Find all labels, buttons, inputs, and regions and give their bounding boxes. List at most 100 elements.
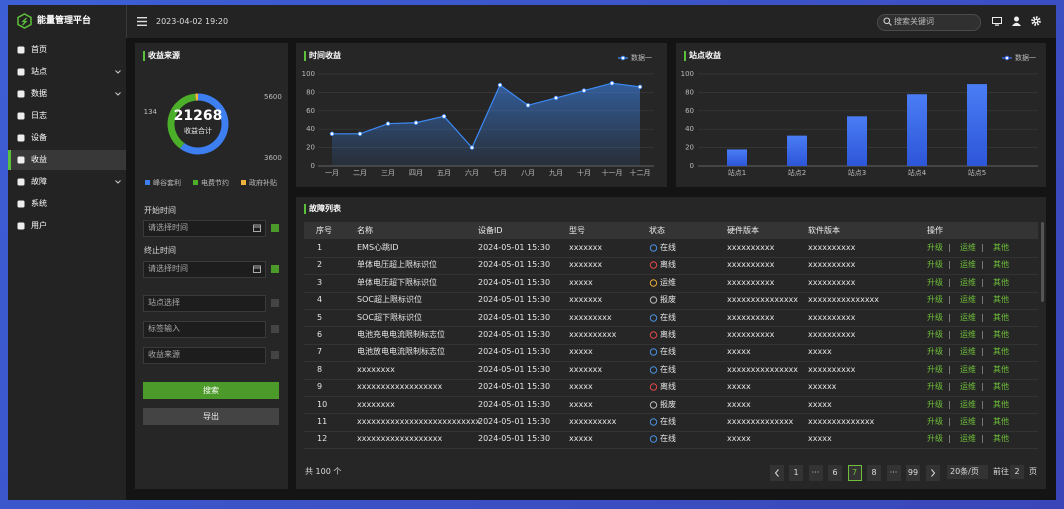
action-link[interactable]: 运维 <box>960 277 976 287</box>
table-cell: 2 <box>317 260 323 270</box>
legend-label: 电费节约 <box>201 178 229 187</box>
table-cell: 报废 <box>660 399 676 409</box>
next-page[interactable] <box>925 465 940 481</box>
checkbox[interactable] <box>271 299 279 307</box>
nav-item[interactable]: 故障 <box>31 177 47 186</box>
page-size-select[interactable]: 20条/页 <box>947 465 988 479</box>
action-link[interactable]: 升级 <box>927 260 943 270</box>
table-cell: 离线 <box>660 330 676 339</box>
action-link[interactable]: 运维 <box>960 243 976 252</box>
checkbox-checked[interactable] <box>271 265 279 273</box>
action-link[interactable]: 升级 <box>927 382 943 392</box>
select[interactable] <box>143 321 266 338</box>
action-link[interactable]: 升级 <box>927 364 943 374</box>
table-cell: 在线 <box>660 434 676 444</box>
table-cell: xxxxxxxxxxxxxxxxxx <box>357 434 443 444</box>
action-link[interactable]: 其他 <box>993 260 1009 270</box>
page-button[interactable]: ··· <box>808 465 823 481</box>
nav-item[interactable]: 收益 <box>31 155 47 164</box>
page-button[interactable]: ··· <box>886 465 901 481</box>
table-cell: 11 <box>317 417 328 426</box>
action-link[interactable]: 其他 <box>993 382 1009 392</box>
nav-item[interactable]: 首页 <box>31 45 47 54</box>
action-link[interactable]: 运维 <box>960 330 976 339</box>
action-link[interactable]: 其他 <box>993 277 1009 287</box>
action-link[interactable]: 运维 <box>960 295 976 305</box>
action-link[interactable]: 升级 <box>927 434 943 444</box>
action-link[interactable]: 升级 <box>927 347 943 357</box>
nav-item[interactable]: 用户 <box>31 221 47 230</box>
table-cell: 2024-05-01 15:30 <box>478 434 551 444</box>
page-button[interactable]: 8 <box>867 465 881 481</box>
action-link[interactable]: 运维 <box>960 347 976 357</box>
select[interactable] <box>143 347 266 364</box>
checkbox[interactable] <box>271 351 279 359</box>
action-link[interactable]: 运维 <box>960 382 976 392</box>
action-link[interactable]: 升级 <box>927 295 943 305</box>
search-box[interactable] <box>877 14 981 31</box>
action-link[interactable]: 其他 <box>993 330 1009 339</box>
action-link[interactable]: 运维 <box>960 260 976 270</box>
table-cell: 2024-05-01 15:30 <box>478 312 551 322</box>
user-icon[interactable] <box>1012 16 1021 26</box>
export-button[interactable]: 导出 <box>143 408 279 425</box>
action-link[interactable]: 其他 <box>993 243 1009 252</box>
menu-toggle[interactable] <box>137 17 147 26</box>
action-link[interactable]: 运维 <box>960 364 976 374</box>
action-link[interactable]: 运维 <box>960 312 976 322</box>
start-input[interactable] <box>143 220 266 237</box>
x-tick-label: 站点4 <box>908 168 927 177</box>
checkbox-checked[interactable] <box>271 224 279 232</box>
settings-icon[interactable] <box>1031 16 1041 26</box>
action-link[interactable]: 运维 <box>960 417 976 426</box>
table-cell: 在线 <box>660 417 676 426</box>
action-link[interactable]: 升级 <box>927 417 943 426</box>
prev-page[interactable] <box>770 465 784 481</box>
y-tick-label: 40 <box>306 125 315 133</box>
sidebar-bg <box>8 38 126 500</box>
screen-icon[interactable] <box>992 17 1002 26</box>
action-link[interactable]: 其他 <box>993 347 1009 357</box>
action-link[interactable]: 升级 <box>927 312 943 322</box>
action-link[interactable]: 其他 <box>993 417 1009 426</box>
nav-item[interactable]: 日志 <box>31 111 47 120</box>
table-cell: xxxxx <box>808 434 832 444</box>
action-link[interactable]: 升级 <box>927 243 943 252</box>
select[interactable] <box>143 295 266 312</box>
end-placeholder: 请选择时间 <box>148 264 188 273</box>
table-cell: 在线 <box>660 364 676 374</box>
action-separator <box>949 261 950 270</box>
table-cell: EMS心跳ID <box>357 243 399 252</box>
calendar-icon <box>253 224 261 232</box>
page-button[interactable]: 99 <box>906 465 920 481</box>
action-link[interactable]: 升级 <box>927 277 943 287</box>
search-button[interactable]: 搜索 <box>143 382 279 399</box>
page-button[interactable]: 7 <box>847 465 862 481</box>
page-button[interactable]: 1 <box>789 465 803 481</box>
table-header <box>304 222 1038 239</box>
action-link[interactable]: 其他 <box>993 399 1009 409</box>
action-link[interactable]: 运维 <box>960 399 976 409</box>
checkbox[interactable] <box>271 325 279 333</box>
action-link[interactable]: 运维 <box>960 434 976 444</box>
nav-item[interactable]: 数据 <box>31 89 47 98</box>
action-link[interactable]: 升级 <box>927 399 943 409</box>
status-icon <box>649 383 658 391</box>
table-cell: 在线 <box>660 243 676 252</box>
end-input[interactable] <box>143 261 266 278</box>
action-link[interactable]: 其他 <box>993 312 1009 322</box>
table-cell: SOC超上限标识位 <box>357 295 422 305</box>
nav-item[interactable]: 站点 <box>31 67 47 76</box>
action-link[interactable]: 升级 <box>927 330 943 339</box>
x-tick-label: 站点3 <box>848 168 866 177</box>
page-button[interactable]: 6 <box>828 465 842 481</box>
nav-item[interactable]: 设备 <box>31 133 47 142</box>
action-link[interactable]: 其他 <box>993 295 1009 305</box>
nav-icon <box>17 134 25 142</box>
title-mark <box>304 204 306 214</box>
nav-item[interactable]: 系统 <box>31 199 47 208</box>
table-cell: xxxxxxxxx <box>569 312 612 322</box>
action-link[interactable]: 其他 <box>993 364 1009 374</box>
goto-input[interactable]: 2 <box>1010 465 1024 479</box>
action-link[interactable]: 其他 <box>993 434 1009 444</box>
